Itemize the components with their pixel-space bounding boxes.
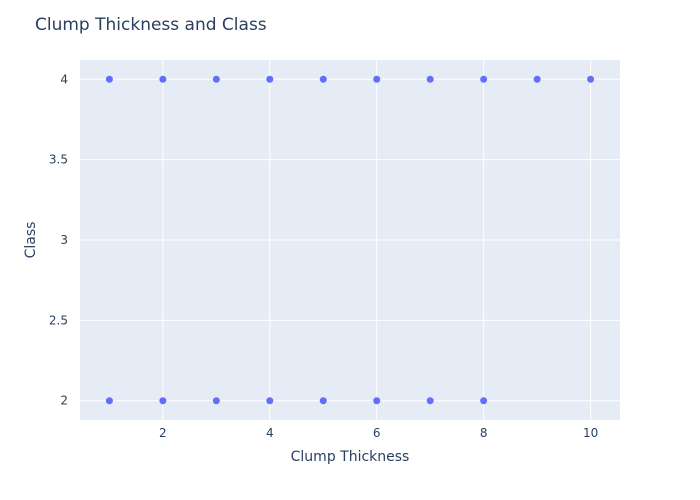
data-point (480, 397, 488, 405)
y-tick-label: 2 (60, 394, 68, 408)
x-tick-label: 8 (480, 426, 488, 440)
data-point (587, 75, 595, 83)
x-tick-label: 6 (373, 426, 381, 440)
data-point (319, 397, 327, 405)
y-tick-label: 4 (60, 72, 68, 86)
gridlines (80, 60, 620, 420)
chart-title: Clump Thickness and Class (35, 15, 267, 35)
data-point (533, 75, 541, 83)
data-point (159, 397, 167, 405)
data-point (266, 75, 274, 83)
data-point (373, 397, 381, 405)
data-point (212, 397, 220, 405)
x-axis-title: Clump Thickness (291, 449, 410, 465)
x-tick-labels: 2 4 6 8 10 (159, 426, 598, 440)
data-point (480, 75, 488, 83)
data-point (212, 75, 220, 83)
data-point (266, 397, 274, 405)
data-point (105, 75, 113, 83)
data-point (426, 397, 434, 405)
y-tick-labels: 2 2.5 3 3.5 4 (49, 72, 68, 407)
data-point (319, 75, 327, 83)
x-tick-label: 2 (159, 426, 167, 440)
x-tick-label: 4 (266, 426, 274, 440)
data-points (105, 75, 595, 405)
y-axis-title: Class (23, 222, 39, 259)
data-point (373, 75, 381, 83)
data-point (159, 75, 167, 83)
y-tick-label: 2.5 (49, 313, 68, 327)
y-tick-label: 3 (60, 233, 68, 247)
y-tick-label: 3.5 (49, 153, 68, 167)
x-tick-label: 10 (583, 426, 598, 440)
data-point (105, 397, 113, 405)
data-point (426, 75, 434, 83)
